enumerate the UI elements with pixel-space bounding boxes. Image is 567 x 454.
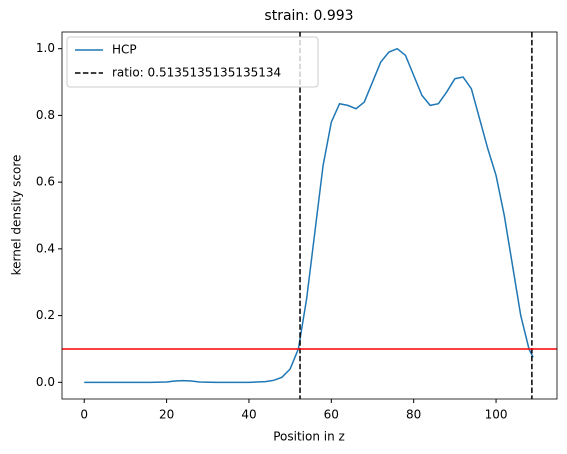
y-tick-label: 0.8 (36, 108, 55, 122)
y-tick-label: 0.0 (36, 375, 55, 389)
x-tick-label: 100 (485, 408, 508, 422)
y-axis-label: kernel density score (10, 155, 24, 276)
data-line (84, 47, 534, 384)
legend-label: ratio: 0.5135135135135134 (112, 66, 281, 80)
y-tick-label: 0.4 (36, 241, 55, 255)
chart-title: strain: 0.993 (264, 8, 353, 24)
y-tick-label: 0.6 (36, 175, 55, 189)
y-tick-label: 1.0 (36, 41, 55, 55)
x-tick-label: 60 (324, 408, 339, 422)
x-axis-label: Position in z (273, 430, 345, 444)
x-tick-label: 20 (159, 408, 174, 422)
plot-frame (61, 31, 558, 400)
x-tick-label: 40 (241, 408, 256, 422)
legend-box (66, 36, 319, 88)
x-tick-label: 80 (406, 408, 421, 422)
y-tick-label: 0.2 (36, 308, 55, 322)
x-tick-label: 0 (80, 408, 88, 422)
legend-label: HCP (112, 43, 137, 57)
